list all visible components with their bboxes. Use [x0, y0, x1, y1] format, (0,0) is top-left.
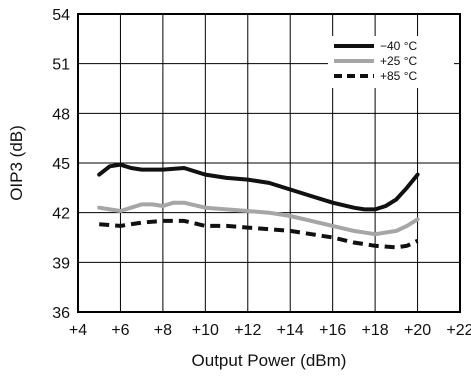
series-line-1: [97, 200, 420, 237]
y-tick-label: 54: [52, 7, 70, 24]
x-tick-label: +22: [446, 322, 471, 339]
y-tick-label: 36: [52, 305, 70, 322]
x-tick-label: +14: [277, 322, 304, 339]
legend-label-2: +85 °C: [380, 69, 417, 83]
legend: −40 °C+25 °C+85 °C: [328, 36, 454, 88]
x-tick-label: +4: [69, 322, 87, 339]
x-tick-label: +6: [111, 322, 129, 339]
x-tick-label: +10: [192, 322, 219, 339]
x-tick-label: +18: [362, 322, 389, 339]
x-tick-label: +12: [234, 322, 261, 339]
plot-area-frame: [77, 13, 461, 313]
y-tick-label: 48: [52, 106, 70, 123]
legend-label-1: +25 °C: [380, 54, 417, 68]
series-line-0: [97, 162, 420, 212]
y-tick-label: 39: [52, 255, 70, 272]
series-line-2: [99, 218, 419, 250]
axis-ticks: +4 +6 +8 +10 +12 +14 +16 +18 +20 +22 36 39 42 45 48 51 5…: [52, 7, 471, 339]
y-axis-title: OIP3 (dB): [7, 125, 26, 201]
series-layer: [97, 162, 420, 250]
x-axis-title: Output Power (dBm): [192, 351, 347, 370]
y-tick-label: 42: [52, 206, 70, 223]
x-tick-label: +20: [404, 322, 431, 339]
x-tick-label: +8: [154, 322, 172, 339]
y-tick-label: 45: [52, 156, 70, 173]
y-tick-label: 51: [52, 57, 70, 74]
x-tick-label: +16: [319, 322, 346, 339]
legend-label-0: −40 °C: [380, 39, 417, 53]
